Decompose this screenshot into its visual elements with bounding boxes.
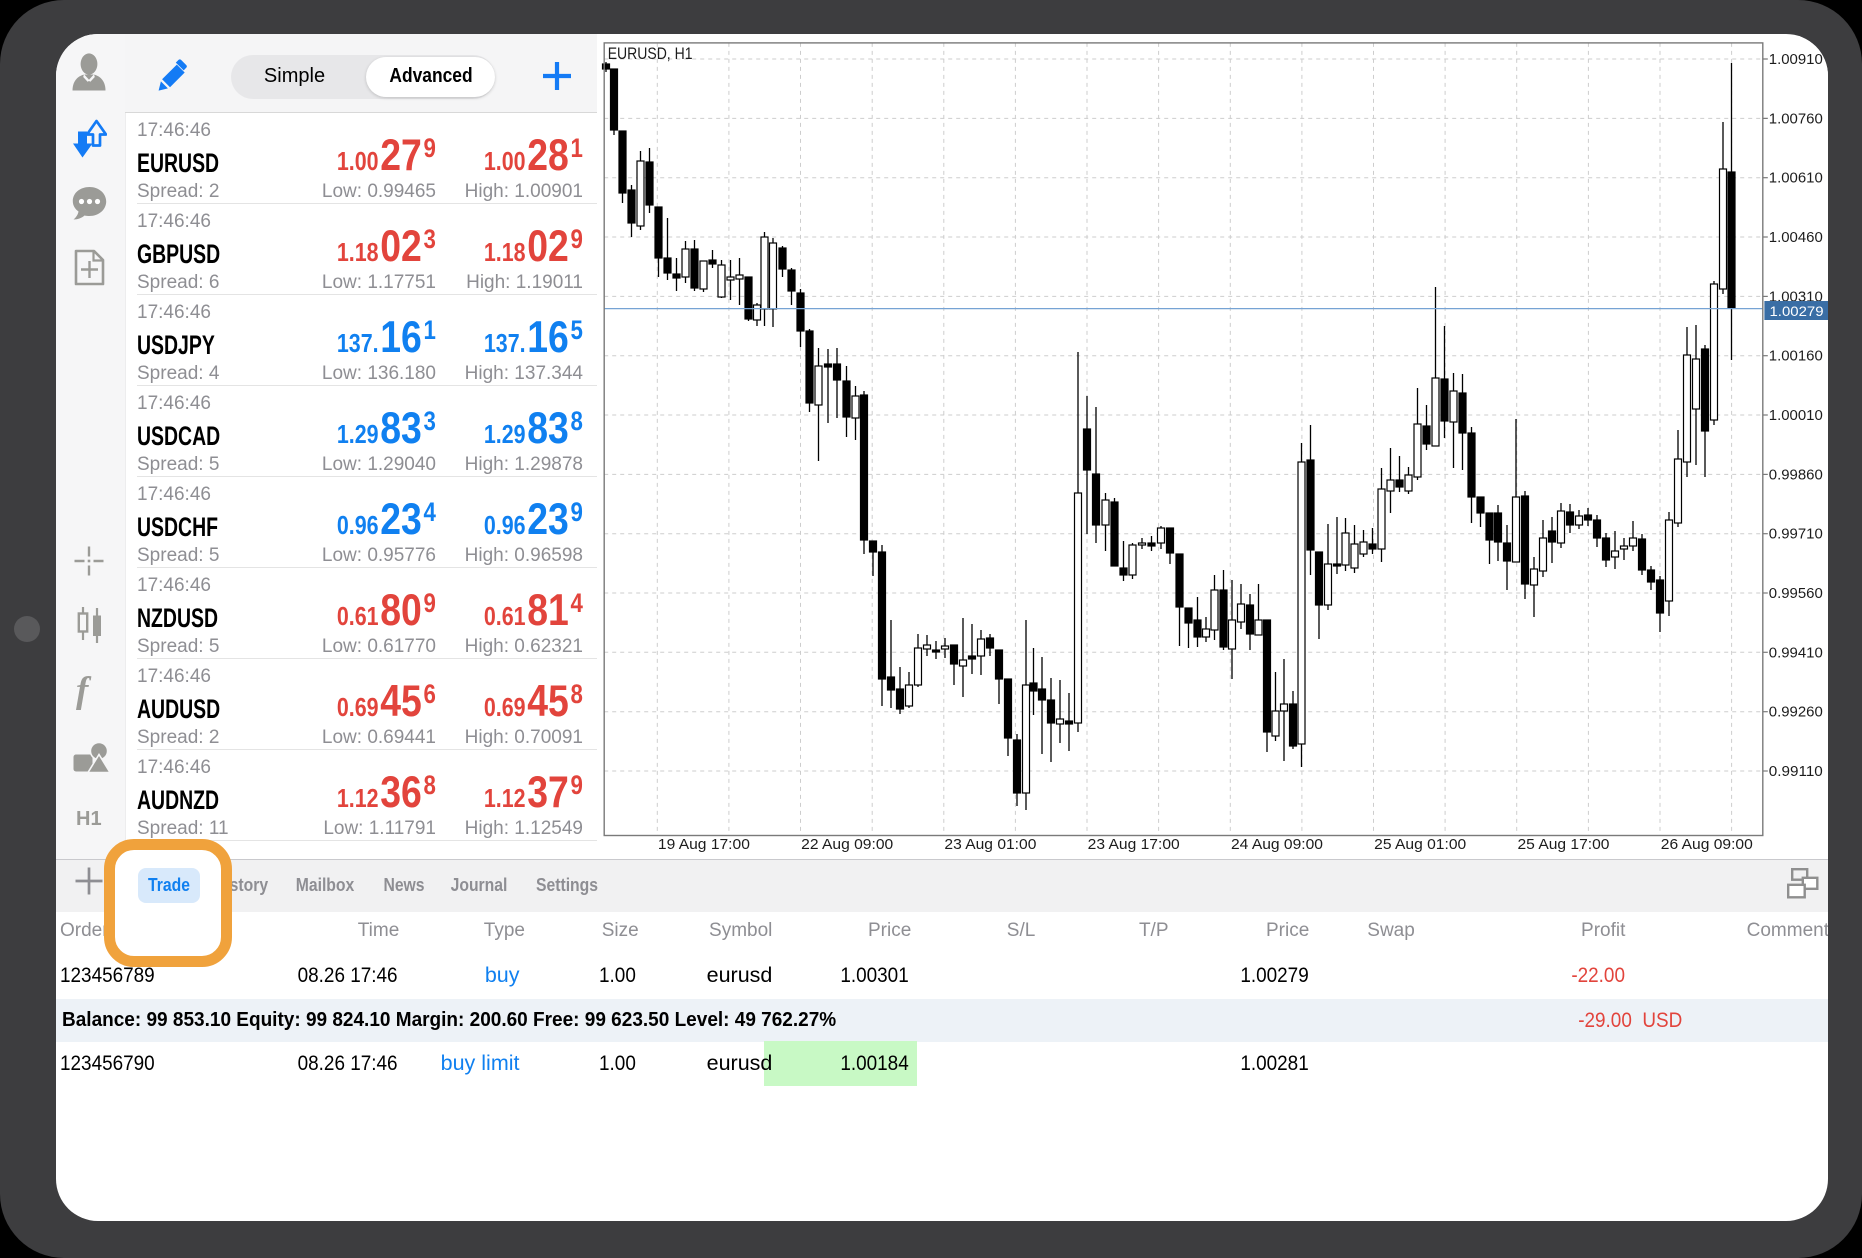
svg-text:0.99710: 0.99710: [1769, 527, 1823, 543]
svg-text:25 Aug 01:00: 25 Aug 01:00: [1374, 837, 1466, 853]
svg-text:0.99410: 0.99410: [1769, 645, 1823, 661]
svg-text:1.00160: 1.00160: [1769, 349, 1823, 365]
svg-text:23 Aug 01:00: 23 Aug 01:00: [944, 837, 1036, 853]
svg-text:23 Aug 17:00: 23 Aug 17:00: [1088, 837, 1180, 853]
svg-text:1.00010: 1.00010: [1769, 408, 1823, 424]
svg-text:19 Aug 17:00: 19 Aug 17:00: [658, 837, 750, 853]
svg-text:22 Aug 09:00: 22 Aug 09:00: [801, 837, 893, 853]
svg-text:1.00760: 1.00760: [1769, 111, 1823, 127]
svg-text:0.99860: 0.99860: [1769, 467, 1823, 483]
svg-text:0.99560: 0.99560: [1769, 586, 1823, 602]
svg-text:1.00610: 1.00610: [1769, 171, 1823, 187]
svg-text:1.00460: 1.00460: [1769, 230, 1823, 246]
svg-text:0.99110: 0.99110: [1769, 764, 1823, 780]
svg-text:24 Aug 09:00: 24 Aug 09:00: [1231, 837, 1323, 853]
svg-text:EURUSD, H1: EURUSD, H1: [608, 44, 693, 63]
svg-text:1.00279: 1.00279: [1770, 303, 1824, 319]
svg-text:26 Aug 09:00: 26 Aug 09:00: [1661, 837, 1753, 853]
svg-text:25 Aug 17:00: 25 Aug 17:00: [1518, 837, 1610, 853]
svg-text:0.99260: 0.99260: [1769, 705, 1823, 721]
svg-text:1.00910: 1.00910: [1769, 52, 1823, 68]
